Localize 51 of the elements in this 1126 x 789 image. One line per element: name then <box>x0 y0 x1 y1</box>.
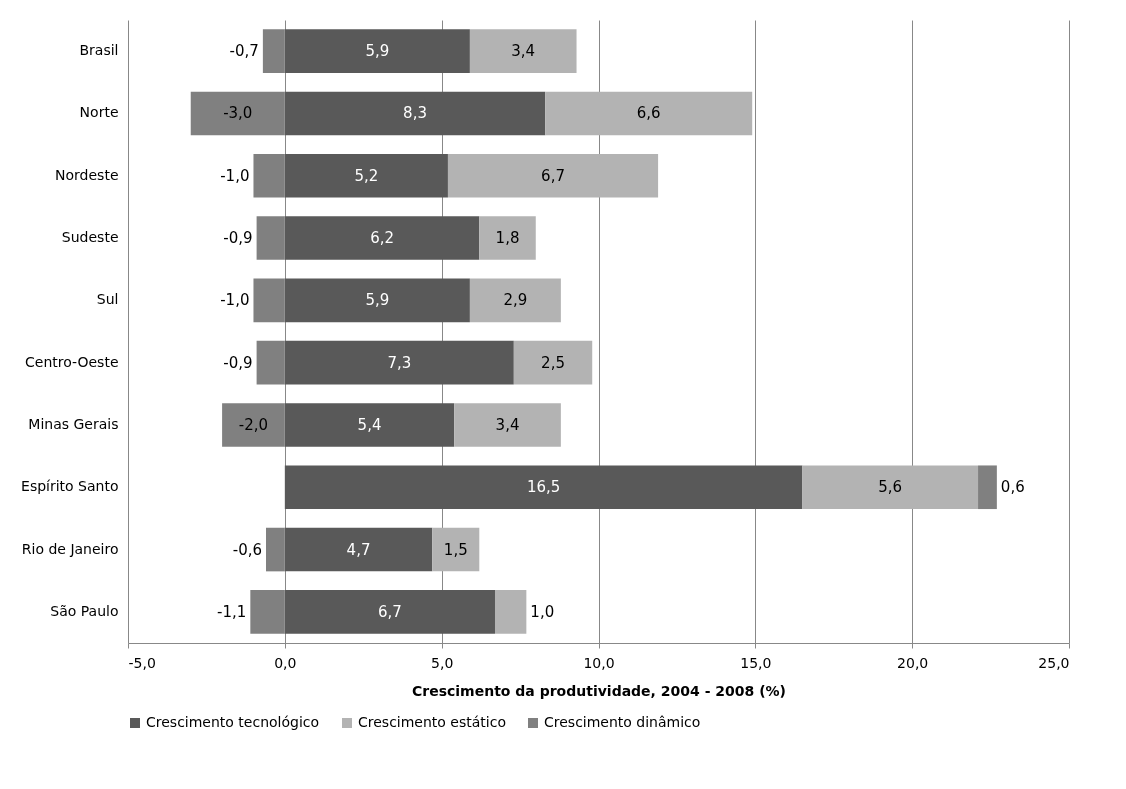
data-label: 6,6 <box>636 104 661 123</box>
data-label: 0,6 <box>1000 478 1025 497</box>
x-tick-label: 10,0 <box>583 654 615 671</box>
data-label: -0,9 <box>223 229 253 248</box>
data-label: 6,2 <box>370 229 394 248</box>
data-label: 3,4 <box>511 42 536 61</box>
data-label: 5,9 <box>365 42 390 61</box>
y-tick-label: Nordeste <box>55 166 119 183</box>
y-tick-label: Norte <box>79 104 119 121</box>
data-label: -0,6 <box>232 540 263 559</box>
data-label: 4,7 <box>346 540 371 559</box>
data-label: 5,6 <box>878 478 903 497</box>
y-tick-label: São Paulo <box>50 602 119 619</box>
data-label: -2,0 <box>238 415 269 434</box>
data-label: -0,7 <box>229 42 259 61</box>
data-label: 1,5 <box>443 540 468 559</box>
data-label: -1,1 <box>217 602 247 621</box>
data-label: 1,8 <box>495 229 520 248</box>
data-label: 2,9 <box>503 291 528 310</box>
legend-label: Crescimento estático <box>358 714 506 730</box>
data-label: 8,3 <box>403 104 427 123</box>
x-tick-label: -5,0 <box>128 654 156 671</box>
y-tick-label: Espírito Santo <box>21 478 119 495</box>
y-tick-label: Sul <box>96 291 119 308</box>
data-label: -1,0 <box>220 291 250 310</box>
data-label: 5,9 <box>365 291 390 310</box>
data-label: 16,5 <box>526 478 561 497</box>
legend-label: Crescimento dinâmico <box>544 714 701 730</box>
x-tick-label: 20,0 <box>897 654 929 671</box>
data-label: -3,0 <box>223 104 253 123</box>
data-label: 2,5 <box>541 353 565 372</box>
data-label: 1,0 <box>530 602 555 621</box>
data-label: 3,4 <box>495 415 520 434</box>
data-label: 5,4 <box>357 415 382 434</box>
x-tick-label: 5,0 <box>431 654 454 671</box>
x-tick-label: 15,0 <box>740 654 772 671</box>
y-tick-label: Centro-Oeste <box>25 353 119 370</box>
y-tick-label: Rio de Janeiro <box>21 540 119 557</box>
x-axis-title: Crescimento da produtividade, 2004 - 2008 (%) <box>412 682 786 699</box>
y-tick-label: Sudeste <box>61 229 119 246</box>
data-label: 6,7 <box>541 166 565 185</box>
x-tick-label: 0,0 <box>274 654 297 671</box>
data-label: 7,3 <box>387 353 412 372</box>
y-tick-label: Minas Gerais <box>28 415 119 432</box>
y-tick-label: Brasil <box>79 42 119 59</box>
data-label: -1,0 <box>220 166 250 185</box>
legend-label: Crescimento tecnológico <box>146 714 320 730</box>
data-label: 6,7 <box>377 602 402 621</box>
data-label: 5,2 <box>354 166 379 185</box>
x-tick-label: 25,0 <box>1038 654 1070 671</box>
data-label: -0,9 <box>223 353 253 372</box>
